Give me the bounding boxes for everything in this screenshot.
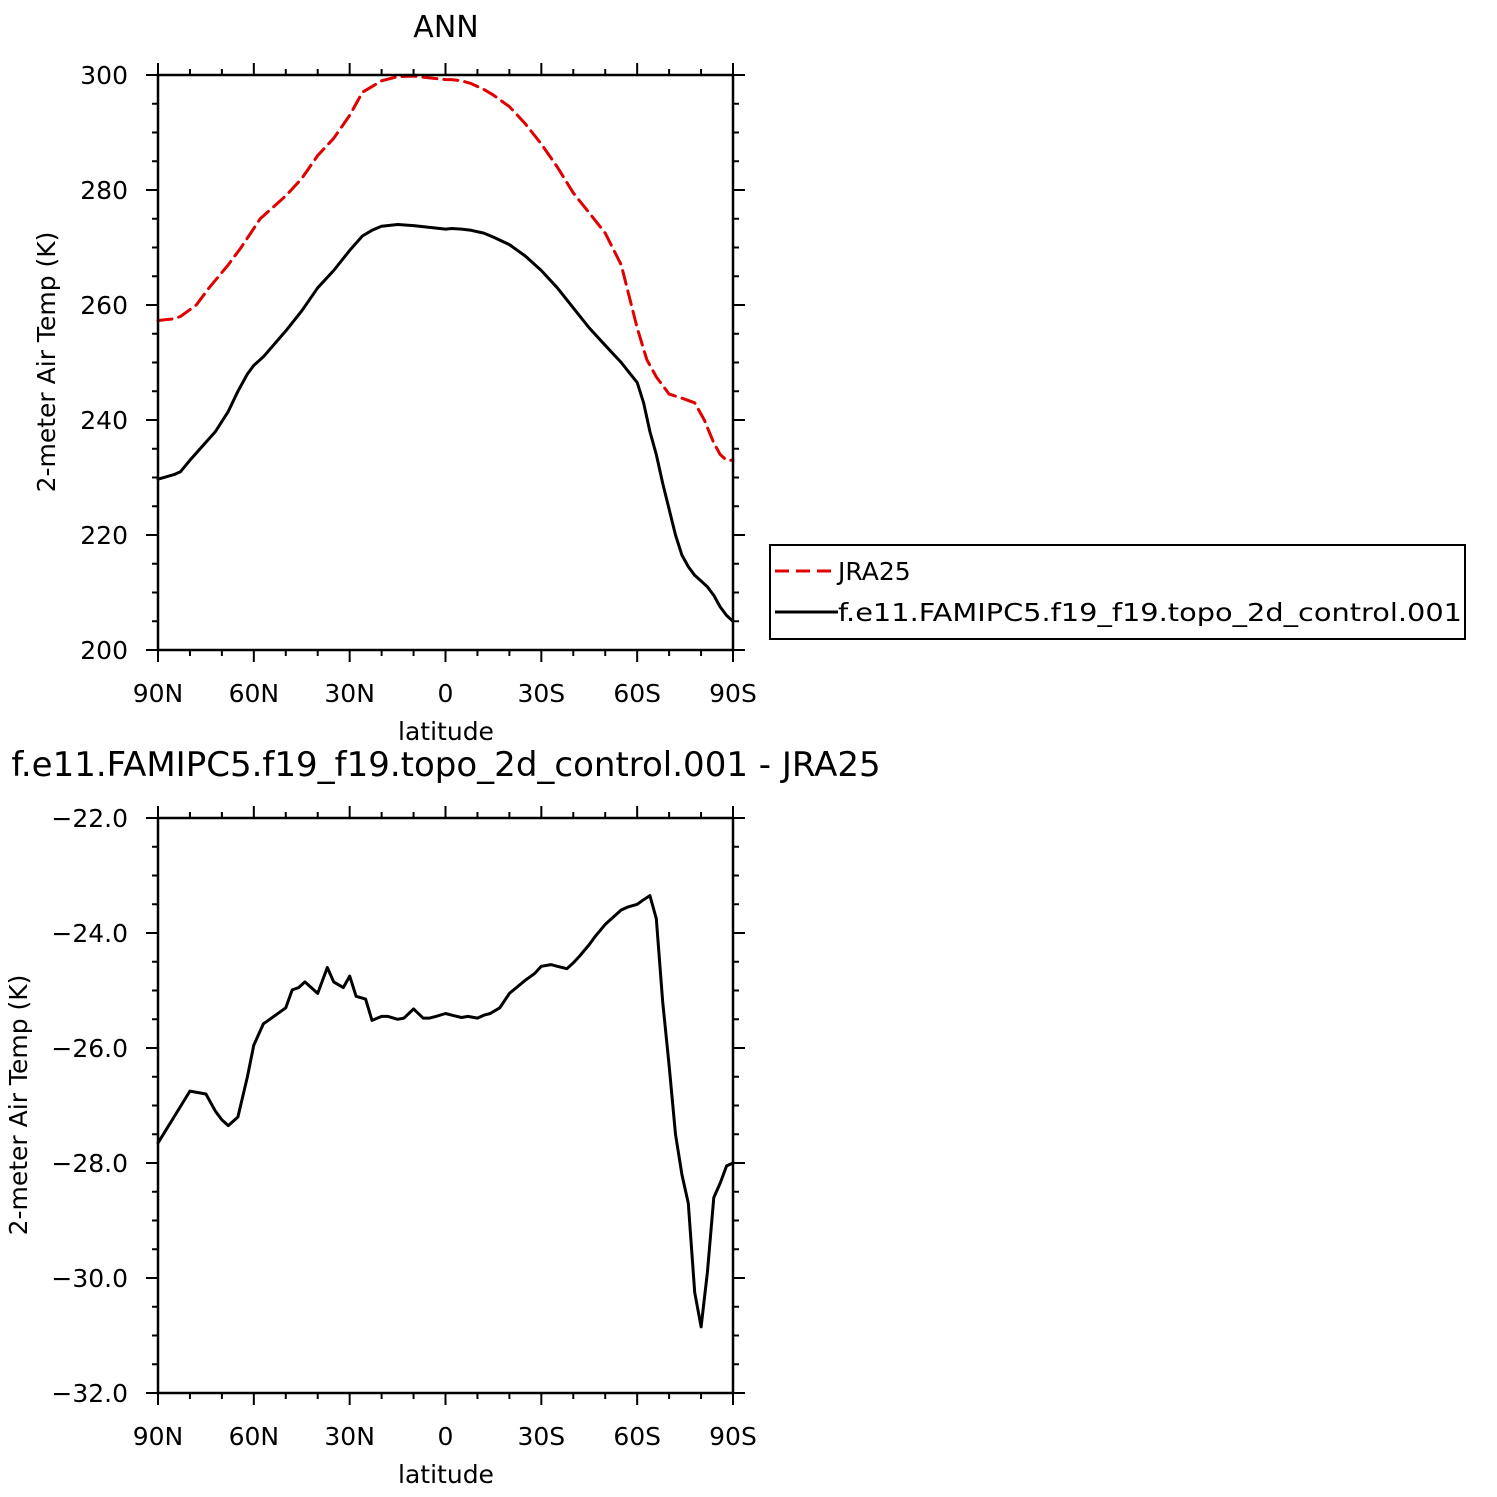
y-tick-label: −28.0 bbox=[51, 1149, 128, 1178]
top-chart-series bbox=[156, 74, 735, 623]
y-tick-label: −22.0 bbox=[51, 804, 128, 833]
y-tick-label: −26.0 bbox=[51, 1034, 128, 1063]
bottom-chart-title: f.e11.FAMIPC5.f19_f19.topo_2d_control.00… bbox=[11, 745, 880, 785]
top-chart-title: ANN bbox=[413, 10, 478, 45]
bottom-chart-ylabel: 2-meter Air Temp (K) bbox=[4, 975, 33, 1236]
x-tick-label: 30S bbox=[517, 679, 565, 708]
top-chart-ylabel: 2-meter Air Temp (K) bbox=[32, 232, 61, 493]
x-tick-label: 90N bbox=[133, 679, 184, 708]
bottom-chart-y-tick-labels: −22.0 −24.0 −26.0 −28.0 −30.0 −32.0 bbox=[51, 804, 128, 1408]
top-chart-xlabel: latitude bbox=[398, 717, 494, 746]
series-line-difference bbox=[156, 894, 735, 1329]
bottom-chart-ticks bbox=[146, 806, 745, 1405]
x-tick-label: 60N bbox=[229, 679, 280, 708]
x-tick-label: 60S bbox=[613, 679, 661, 708]
bottom-chart: f.e11.FAMIPC5.f19_f19.topo_2d_control.00… bbox=[4, 745, 881, 1489]
y-tick-label: 260 bbox=[80, 291, 128, 320]
x-tick-label: 30S bbox=[517, 1422, 565, 1451]
top-chart-frame bbox=[156, 73, 735, 652]
x-tick-label: 30N bbox=[324, 1422, 375, 1451]
x-tick-label: 90S bbox=[709, 1422, 757, 1451]
x-tick-label: 90N bbox=[133, 1422, 184, 1451]
top-chart-y-tick-labels: 300 280 260 240 220 200 bbox=[80, 61, 128, 665]
x-tick-label: 60S bbox=[613, 1422, 661, 1451]
bottom-chart-frame bbox=[156, 816, 735, 1395]
legend: JRA25 f.e11.FAMIPC5.f19_f19.topo_2d_cont… bbox=[769, 544, 1466, 640]
y-tick-label: 200 bbox=[80, 636, 128, 665]
x-tick-label: 0 bbox=[438, 679, 454, 708]
bottom-chart-xlabel: latitude bbox=[398, 1460, 494, 1489]
y-tick-label: −30.0 bbox=[51, 1264, 128, 1293]
bottom-chart-series bbox=[156, 894, 735, 1329]
x-tick-label: 60N bbox=[229, 1422, 280, 1451]
y-tick-label: 240 bbox=[80, 406, 128, 435]
x-tick-label: 30N bbox=[324, 679, 375, 708]
y-tick-label: 300 bbox=[80, 61, 128, 90]
y-tick-label: 280 bbox=[80, 176, 128, 205]
legend-label-jra25: JRA25 bbox=[836, 557, 911, 586]
legend-label-model: f.e11.FAMIPC5.f19_f19.topo_2d_control.00… bbox=[838, 598, 1462, 627]
bottom-chart-x-tick-labels: 90N 60N 30N 0 30S 60S 90S bbox=[133, 1422, 757, 1451]
y-tick-label: 220 bbox=[80, 521, 128, 550]
top-chart-ticks bbox=[146, 63, 745, 662]
y-tick-label: −24.0 bbox=[51, 919, 128, 948]
x-tick-label: 90S bbox=[709, 679, 757, 708]
y-tick-label: −32.0 bbox=[51, 1379, 128, 1408]
top-chart-x-tick-labels: 90N 60N 30N 0 30S 60S 90S bbox=[133, 679, 757, 708]
series-line-f-e11-famipc5-f19-f19-topo-2d-control-001 bbox=[156, 223, 735, 623]
series-line-jra25 bbox=[156, 74, 735, 462]
legend-box bbox=[769, 544, 1466, 640]
x-tick-label: 0 bbox=[438, 1422, 454, 1451]
